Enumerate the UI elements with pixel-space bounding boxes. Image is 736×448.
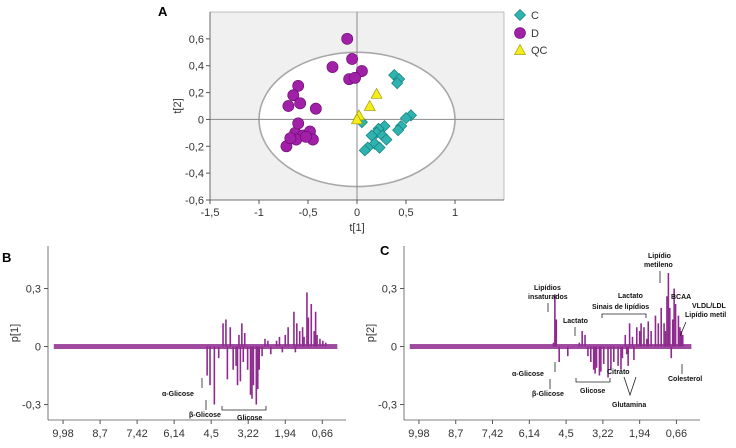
score-y-tick-label: 0,2 <box>189 88 204 100</box>
annotation-cholesterol: Colesterol <box>668 376 702 383</box>
score-y-tick-label: 0,6 <box>189 34 204 46</box>
annotation-beta-glucose-c: β-Glicose <box>532 391 564 398</box>
annotation-lipids-label: Lipídios <box>534 285 561 292</box>
legend-marker-qc <box>513 43 527 55</box>
annotation-pointer <box>623 376 637 397</box>
annotation-pointer <box>679 321 687 337</box>
p2-y-tick-label: 0 <box>391 342 397 354</box>
annotation-unsaturated: insaturados <box>528 294 568 301</box>
legend-label-qc: QC <box>531 45 548 57</box>
p2-y-axis-title: p[2] <box>365 324 377 342</box>
score-plot: -1,5 -1 -0,5 0 0,5 1 0,6 0,4 0,2 0 -0,2 -0,4 -0,6 t[1… <box>172 9 548 234</box>
panel-a-label: A <box>158 4 168 19</box>
p1-y-tick-label: 0 <box>35 342 41 354</box>
p1-x-tick-label: 3,22 <box>237 428 258 440</box>
point-qc-1 <box>363 99 376 111</box>
point-d-6 <box>292 79 305 92</box>
p2-x-tick-label: 6,14 <box>519 428 540 440</box>
annotation-lipid-2: Lipídio <box>648 253 671 260</box>
point-d-7 <box>287 89 300 102</box>
score-x-axis-title: t[1] <box>349 222 364 234</box>
loading-plot-p2: 0,3 0 -0,3 9,98 8,7 7,42 6,14 4,5 3,22 1,94 0,66 p[… <box>365 246 727 440</box>
annotation-alpha-glucose: α-Glicose <box>162 391 194 398</box>
annotation-beta-glucose: β-Glicose <box>189 412 221 419</box>
score-y-tick-label: 0 <box>198 114 204 126</box>
p1-x-tick-label: 9,98 <box>52 428 73 440</box>
p1-baseline <box>53 344 338 350</box>
score-x-tick-label: 0,5 <box>398 207 413 219</box>
score-y-tick-label: -0,2 <box>185 141 204 153</box>
p2-x-tick-label: 0,66 <box>666 428 687 440</box>
p1-x-tick-label: 1,94 <box>275 428 296 440</box>
p2-y-tick-label: -0,3 <box>378 400 397 412</box>
panel-b-label: B <box>2 250 11 265</box>
annotation-methylene: metileno <box>644 262 673 269</box>
annotation-lactate-2: Lactato <box>618 293 643 300</box>
p1-x-tick-label: 0,66 <box>312 428 333 440</box>
score-x-tick-label: -1 <box>254 207 264 219</box>
point-c-14 <box>358 144 371 157</box>
p2-x-tick-label: 4,5 <box>558 428 573 440</box>
annotation-alpha-glucose-c: α-Glicose <box>512 371 544 378</box>
annotation-bracket <box>221 406 267 411</box>
annotation-bracket <box>575 378 611 383</box>
p1-y-tick-label: -0,3 <box>22 400 41 412</box>
point-d-2 <box>346 53 358 65</box>
p2-x-tick-label: 1,94 <box>629 428 650 440</box>
point-c-4 <box>399 111 413 125</box>
p2-x-tick-label: 9,98 <box>408 428 429 440</box>
p1-y-tick-label: 0,3 <box>26 284 41 296</box>
annotation-vldl-ldl: VLDL/LDL <box>692 303 727 310</box>
p1-x-tick-label: 4,5 <box>204 428 219 440</box>
annotation-glucose: Glicose <box>237 415 262 422</box>
point-c-2 <box>391 77 404 90</box>
point-d-10 <box>282 100 295 112</box>
annotation-lipid-signals: Sinais de lipídios <box>592 304 649 311</box>
annotation-glutamine: Glutamina <box>612 402 646 409</box>
score-x-tick-label: -1,5 <box>201 207 220 219</box>
point-d-9 <box>309 102 322 115</box>
score-x-tick-label: -0,5 <box>299 207 318 219</box>
annotation-glucose-c: Glicose <box>580 388 605 395</box>
annotation-citrate: Citrato <box>607 369 630 376</box>
annotation-bracket <box>601 313 647 318</box>
p1-x-tick-label: 7,42 <box>126 428 147 440</box>
p2-x-tick-label: 8,7 <box>448 428 463 440</box>
point-d-1 <box>326 61 339 73</box>
point-d-12 <box>292 117 305 130</box>
point-c-15 <box>373 141 386 154</box>
legend-marker-c <box>514 9 526 21</box>
annotation-lactate-1: Lactato <box>563 318 588 325</box>
point-c-6 <box>392 124 405 137</box>
loading-plot-p1: 0,3 0 -0,3 9,98 8,7 7,42 6,14 4,5 3,22 1,94 0,66 p[… <box>9 246 346 440</box>
point-d-0 <box>341 32 354 45</box>
score-y-axis-title: t[2] <box>172 98 184 113</box>
score-x-tick-label: 1 <box>452 207 458 219</box>
point-d-19 <box>300 130 312 143</box>
point-d-5 <box>349 71 361 84</box>
p1-x-tick-label: 8,7 <box>92 428 107 440</box>
p2-baseline <box>409 344 692 350</box>
point-c-17 <box>380 133 393 146</box>
p2-y-tick-label: 0,3 <box>382 284 397 296</box>
legend-label-d: D <box>531 28 539 40</box>
legend-marker-d <box>514 27 526 39</box>
annotation-lipid-methyl: Lipídio metil <box>685 312 726 319</box>
score-y-tick-label: -0,6 <box>185 195 204 207</box>
score-y-tick-label: -0,4 <box>185 168 204 180</box>
p2-x-tick-label: 7,42 <box>482 428 503 440</box>
panel-c-label: C <box>380 243 390 258</box>
annotation-bcaa: BCAA <box>671 294 691 301</box>
legend-label-c: C <box>531 10 539 22</box>
point-qc-0 <box>370 87 383 99</box>
score-x-tick-label: 0 <box>354 207 360 219</box>
p1-y-axis-title: p[1] <box>9 324 21 342</box>
score-y-tick-label: 0,4 <box>189 61 204 73</box>
p2-x-tick-label: 3,22 <box>592 428 613 440</box>
point-qc-3 <box>350 113 364 125</box>
point-d-18 <box>284 132 297 145</box>
point-d-8 <box>294 97 307 110</box>
p1-x-tick-label: 6,14 <box>163 428 184 440</box>
